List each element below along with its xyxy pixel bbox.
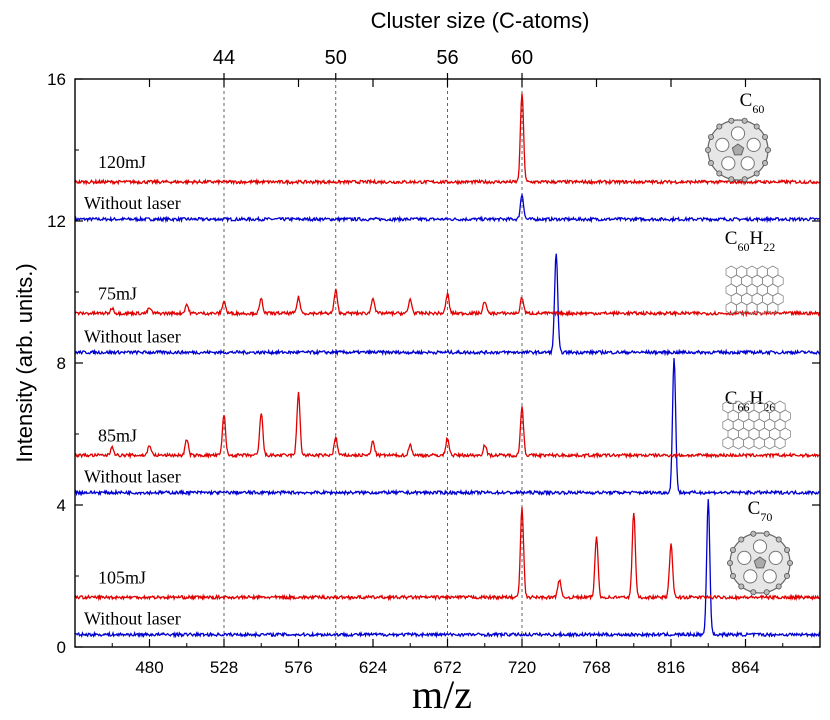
- x-tick-label-672: 672: [433, 658, 461, 677]
- fullerene-atom: [775, 583, 782, 590]
- vertical-guide-lines: [223, 79, 523, 647]
- molecule-structure-icons: [705, 117, 794, 596]
- top-tick-label-56: 56: [436, 47, 458, 69]
- fullerene-ring: [746, 137, 761, 153]
- fullerene-ring: [721, 156, 736, 171]
- x-tick-label-816: 816: [657, 658, 685, 677]
- fullerene-atom: [750, 589, 757, 596]
- trace-without-laser-2: [74, 253, 821, 357]
- fullerene-ring: [737, 550, 752, 566]
- trace-laser-4: [74, 507, 821, 602]
- series-label-laser-1: 120mJ: [98, 152, 146, 172]
- fullerene-atom: [707, 133, 714, 140]
- top-axis-ticks: 44 50 56 60: [213, 47, 533, 79]
- series-label-without-laser-1: Without laser: [84, 193, 181, 213]
- y-axis-title: Intensity (arb. units.): [12, 263, 37, 462]
- trace-laser-3: [74, 391, 821, 460]
- x-axis-ticks: 480 528 576 624 672 720 768 816 864: [111, 79, 784, 677]
- trace-without-laser-1: [74, 192, 821, 224]
- fullerene-atom: [787, 560, 794, 567]
- fullerene-atom: [728, 117, 735, 124]
- top-tick-label-44: 44: [213, 47, 235, 69]
- molecule-label-C60: C60: [740, 90, 765, 116]
- c60-structure-icon: [705, 117, 772, 183]
- hex-ring: [774, 436, 786, 450]
- y-tick-label-16: 16: [47, 70, 66, 89]
- fullerene-atom: [728, 176, 735, 183]
- fullerene-ring: [768, 550, 783, 566]
- y-axis-ticks: 0 4 8 12 16: [47, 70, 820, 657]
- fullerene-atom: [762, 133, 769, 140]
- fullerene-atom: [729, 546, 736, 553]
- series-labels: 120mJ Without laser 75mJ Without laser 85mJ W…: [84, 152, 181, 629]
- y-tick-label-12: 12: [47, 212, 66, 231]
- series-label-without-laser-3: Without laser: [84, 467, 181, 487]
- fullerene-atom: [738, 583, 745, 590]
- hex-ring: [767, 301, 779, 315]
- fullerene-atom: [753, 170, 760, 177]
- c70-structure-icon: [727, 530, 794, 596]
- fullerene-atom: [765, 146, 772, 153]
- x-axis-title: m/z: [412, 672, 472, 717]
- c66h26-structure-icon: [722, 400, 791, 450]
- fullerene-ring: [752, 539, 768, 554]
- fullerene-atom: [705, 146, 712, 153]
- x-tick-label-480: 480: [135, 658, 163, 677]
- top-tick-label-50: 50: [325, 47, 347, 69]
- molecule-label-C70: C70: [748, 498, 773, 524]
- fullerene-atom: [729, 573, 736, 580]
- fullerene-ring: [743, 569, 758, 584]
- x-tick-label-720: 720: [508, 658, 536, 677]
- fullerene-center-pentagon: [731, 143, 745, 156]
- trace-without-laser-3: [74, 358, 821, 497]
- fullerene-center-pentagon: [753, 556, 767, 569]
- x-tick-label-528: 528: [210, 658, 238, 677]
- trace-laser-1: [74, 93, 821, 186]
- y-tick-label-0: 0: [57, 638, 66, 657]
- fullerene-atom: [741, 117, 748, 124]
- series-label-without-laser-2: Without laser: [84, 326, 181, 346]
- x-tick-label-768: 768: [582, 658, 610, 677]
- molecule-label-C60H22: C60H22: [725, 228, 775, 254]
- fullerene-atom: [784, 573, 791, 580]
- fullerene-atom: [775, 536, 782, 543]
- trace-laser-2: [74, 288, 821, 318]
- y-tick-label-8: 8: [57, 354, 66, 373]
- fullerene-ring: [762, 569, 777, 584]
- series-label-without-laser-4: Without laser: [84, 609, 181, 629]
- fullerene-atom: [784, 546, 791, 553]
- fullerene-atom: [738, 536, 745, 543]
- fullerene-atom: [753, 123, 760, 130]
- fullerene-atom: [762, 160, 769, 167]
- x-tick-label-576: 576: [284, 658, 312, 677]
- fullerene-ring: [715, 137, 730, 153]
- fullerene-atom: [750, 530, 757, 537]
- fullerene-atom: [763, 530, 770, 537]
- fullerene-atom: [741, 176, 748, 183]
- y-tick-label-4: 4: [57, 496, 66, 515]
- series-label-laser-3: 85mJ: [98, 425, 137, 445]
- fullerene-atom: [716, 170, 723, 177]
- top-tick-label-60: 60: [511, 47, 533, 69]
- c60h22-structure-icon: [725, 265, 784, 315]
- fullerene-ring: [730, 126, 746, 141]
- fullerene-atom: [716, 123, 723, 130]
- series-label-laser-2: 75mJ: [98, 283, 137, 303]
- fullerene-atom: [707, 160, 714, 167]
- fullerene-atom: [763, 589, 770, 596]
- trace-without-laser-4: [74, 499, 821, 639]
- fullerene-ring: [740, 156, 755, 171]
- spectrum-traces: [74, 93, 821, 639]
- series-label-laser-4: 105mJ: [98, 567, 146, 587]
- top-axis-title: Cluster size (C-atoms): [371, 8, 590, 33]
- x-tick-label-864: 864: [731, 658, 759, 677]
- fullerene-atom: [727, 560, 734, 567]
- x-tick-label-624: 624: [359, 658, 387, 677]
